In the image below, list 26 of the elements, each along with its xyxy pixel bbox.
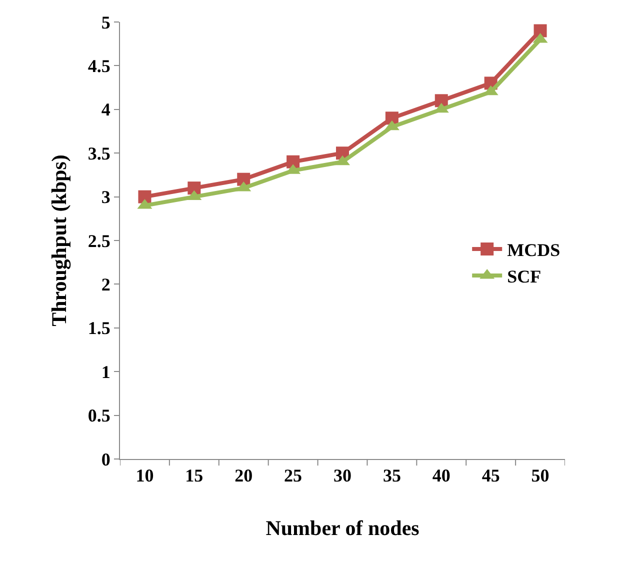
legend-label: MCDS xyxy=(507,240,560,260)
x-tick-label: 40 xyxy=(432,466,450,486)
y-tick-label: 0.5 xyxy=(88,406,110,426)
x-tick-label: 15 xyxy=(185,466,204,486)
y-tick-label: 1 xyxy=(101,362,110,382)
y-axis-title: Throughput (kbps) xyxy=(47,154,72,326)
y-tick-label: 0 xyxy=(101,449,110,470)
x-tick-label: 25 xyxy=(284,466,302,486)
y-tick-label: 3 xyxy=(101,187,110,208)
point xyxy=(534,24,547,38)
x-axis-title: Number of nodes xyxy=(266,516,420,540)
y-tick-label: 4.5 xyxy=(88,56,110,76)
x-tick-label: 50 xyxy=(531,466,550,486)
legend-label: SCF xyxy=(507,266,542,286)
x-tick-label: 35 xyxy=(382,466,401,486)
y-tick-label: 2.5 xyxy=(88,230,110,251)
x-tick-label: 10 xyxy=(136,466,154,486)
point xyxy=(188,182,201,195)
y-tick-label: 5 xyxy=(101,12,110,32)
x-tick-label: 45 xyxy=(482,466,500,486)
y-tick-label: 3.5 xyxy=(88,143,110,164)
x-tick-label: 20 xyxy=(234,466,253,486)
y-tick-label: 1.5 xyxy=(88,318,110,338)
y-tick-label: 2 xyxy=(101,274,110,294)
x-tick-label: 30 xyxy=(334,466,352,486)
y-tick-label: 4 xyxy=(101,100,110,120)
